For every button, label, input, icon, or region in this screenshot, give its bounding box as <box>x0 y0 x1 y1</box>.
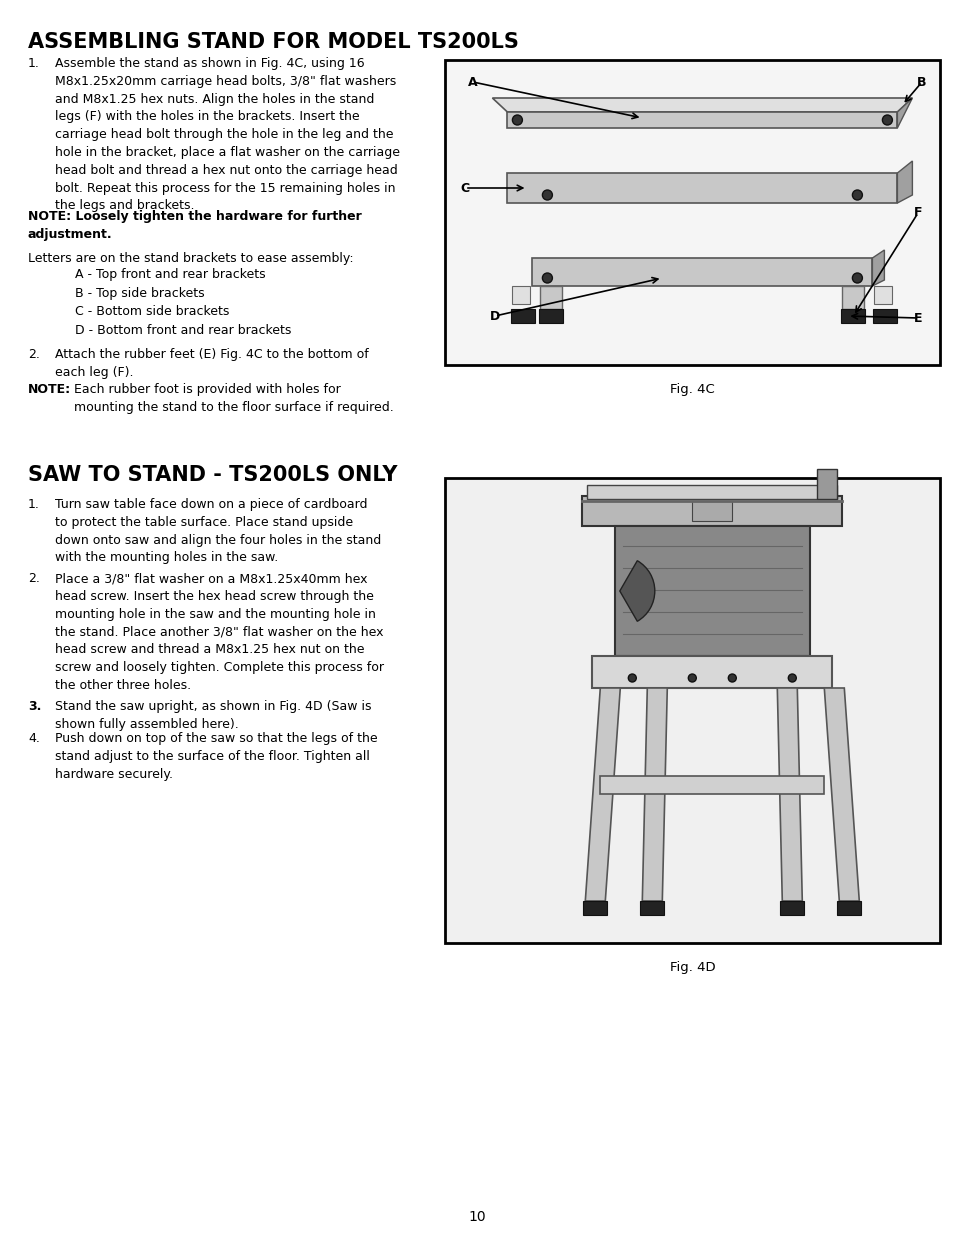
Circle shape <box>628 674 636 682</box>
Bar <box>592 656 831 688</box>
Text: 3.: 3. <box>28 700 41 713</box>
Text: SAW TO STAND - TS200LS ONLY: SAW TO STAND - TS200LS ONLY <box>28 466 397 485</box>
Bar <box>538 309 563 324</box>
Circle shape <box>542 190 552 200</box>
Wedge shape <box>619 561 654 621</box>
Text: 1.: 1. <box>28 498 40 511</box>
Circle shape <box>512 115 522 125</box>
Text: Fig. 4C: Fig. 4C <box>669 383 714 396</box>
Polygon shape <box>777 688 801 902</box>
Bar <box>692 501 732 521</box>
Bar <box>599 776 823 794</box>
Text: Attach the rubber feet (E) Fig. 4C to the bottom of
each leg (F).: Attach the rubber feet (E) Fig. 4C to th… <box>55 348 369 379</box>
Text: ASSEMBLING STAND FOR MODEL TS200LS: ASSEMBLING STAND FOR MODEL TS200LS <box>28 32 518 52</box>
Polygon shape <box>823 688 859 902</box>
Bar <box>582 902 607 915</box>
Bar <box>581 496 841 526</box>
Bar <box>507 112 897 128</box>
Text: A: A <box>468 75 477 89</box>
Bar <box>444 61 939 366</box>
Text: 10: 10 <box>468 1210 485 1224</box>
Bar <box>507 173 897 203</box>
Text: E: E <box>913 311 922 325</box>
Polygon shape <box>897 98 911 128</box>
Bar <box>841 309 864 324</box>
Circle shape <box>852 273 862 283</box>
Text: C: C <box>460 182 469 194</box>
Bar <box>837 902 861 915</box>
Text: 2.: 2. <box>28 348 40 361</box>
Circle shape <box>727 674 736 682</box>
Text: Assemble the stand as shown in Fig. 4C, using 16
M8x1.25x20mm carriage head bolt: Assemble the stand as shown in Fig. 4C, … <box>55 57 399 212</box>
Bar <box>512 287 530 304</box>
Text: 2.: 2. <box>28 572 40 585</box>
Bar <box>639 902 663 915</box>
Polygon shape <box>871 249 883 287</box>
Circle shape <box>882 115 891 125</box>
Polygon shape <box>585 688 619 902</box>
Bar <box>817 469 837 499</box>
Text: NOTE: Loosely tighten the hardware for further
adjustment.: NOTE: Loosely tighten the hardware for f… <box>28 210 361 241</box>
Circle shape <box>687 674 696 682</box>
Text: Push down on top of the saw so that the legs of the
stand adjust to the surface : Push down on top of the saw so that the … <box>55 732 377 781</box>
Text: 4.: 4. <box>28 732 40 745</box>
Bar <box>614 526 809 656</box>
Text: D: D <box>489 310 499 322</box>
Text: Letters are on the stand brackets to ease assembly:: Letters are on the stand brackets to eas… <box>28 252 354 266</box>
Text: NOTE:: NOTE: <box>28 383 71 396</box>
Text: Each rubber foot is provided with holes for
mounting the stand to the floor surf: Each rubber foot is provided with holes … <box>74 383 394 414</box>
Bar <box>874 287 891 304</box>
Polygon shape <box>492 98 911 112</box>
Text: F: F <box>913 206 922 220</box>
Circle shape <box>852 190 862 200</box>
Text: A - Top front and rear brackets
B - Top side brackets
C - Bottom side brackets
D: A - Top front and rear brackets B - Top … <box>75 268 291 336</box>
Bar <box>841 287 863 309</box>
Polygon shape <box>641 688 666 902</box>
Circle shape <box>787 674 796 682</box>
Text: Stand the saw upright, as shown in Fig. 4D (Saw is
shown fully assembled here).: Stand the saw upright, as shown in Fig. … <box>55 700 371 731</box>
Bar <box>532 258 871 287</box>
Bar <box>587 485 837 499</box>
Bar <box>780 902 803 915</box>
Bar <box>511 309 535 324</box>
Text: Place a 3/8" flat washer on a M8x1.25x40mm hex
head screw. Insert the hex head s: Place a 3/8" flat washer on a M8x1.25x40… <box>55 572 384 692</box>
Text: Fig. 4D: Fig. 4D <box>669 961 715 974</box>
Text: 1.: 1. <box>28 57 40 70</box>
Bar <box>444 478 939 944</box>
Bar <box>873 309 897 324</box>
Polygon shape <box>897 161 911 203</box>
Bar <box>539 287 562 309</box>
Text: B: B <box>916 75 925 89</box>
Circle shape <box>542 273 552 283</box>
Text: Turn saw table face down on a piece of cardboard
to protect the table surface. P: Turn saw table face down on a piece of c… <box>55 498 381 564</box>
